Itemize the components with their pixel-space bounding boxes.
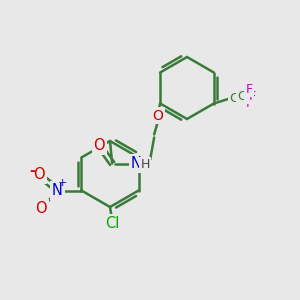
Text: N: N <box>131 156 142 171</box>
Text: O: O <box>36 201 47 216</box>
Text: CF: CF <box>230 92 246 105</box>
Text: N: N <box>52 183 63 198</box>
Text: O: O <box>34 167 45 182</box>
Text: +: + <box>58 178 67 188</box>
Text: F: F <box>245 83 252 96</box>
Text: Cl: Cl <box>105 215 119 230</box>
Text: -: - <box>29 164 35 178</box>
Text: F: F <box>245 97 252 110</box>
Text: O: O <box>153 109 164 122</box>
Text: H: H <box>140 158 150 171</box>
Text: F: F <box>248 90 255 103</box>
Text: O: O <box>93 138 105 153</box>
Text: CF: CF <box>237 90 253 103</box>
